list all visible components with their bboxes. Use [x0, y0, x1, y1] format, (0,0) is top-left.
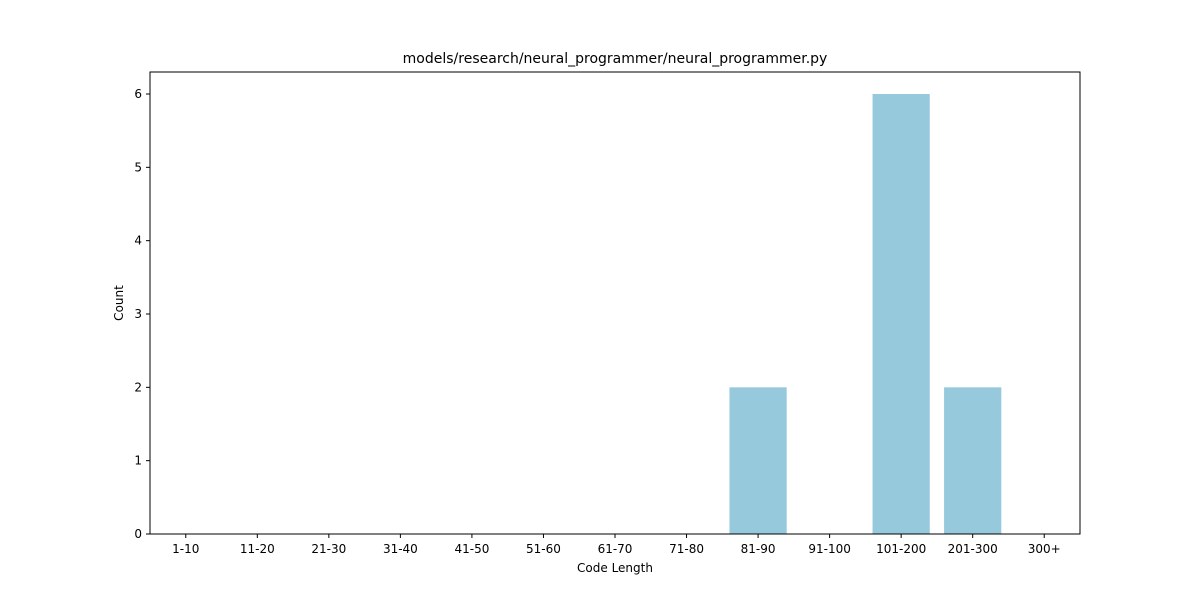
y-tick-label: 5 — [134, 160, 142, 174]
y-tick-label: 1 — [134, 454, 142, 468]
x-tick-label: 11-20 — [240, 542, 275, 556]
bar-81-90 — [729, 387, 787, 534]
x-tick-label: 61-70 — [598, 542, 633, 556]
y-tick-label: 2 — [134, 380, 142, 394]
y-tick-label: 6 — [134, 87, 142, 101]
bar-201-300 — [944, 387, 1002, 534]
x-tick-label: 101-200 — [876, 542, 926, 556]
x-axis-label: Code Length — [577, 561, 653, 575]
y-tick-label: 4 — [134, 234, 142, 248]
x-tick-label: 31-40 — [383, 542, 418, 556]
x-tick-label: 300+ — [1028, 542, 1061, 556]
y-axis-label: Count — [112, 285, 126, 321]
x-tick-label: 81-90 — [741, 542, 776, 556]
y-tick-label: 0 — [134, 527, 142, 541]
x-tick-label: 41-50 — [454, 542, 489, 556]
x-tick-label: 51-60 — [526, 542, 561, 556]
x-tick-label: 91-100 — [808, 542, 851, 556]
x-axis: 1-10 11-20 21-30 31-40 41-50 51-60 61-70 71-80 8… — [172, 534, 1061, 556]
chart-title: models/research/neural_programmer/neural… — [403, 51, 828, 67]
y-axis: 0 1 2 3 4 5 6 — [134, 87, 150, 541]
x-tick-label: 21-30 — [311, 542, 346, 556]
plot-area-frame — [149, 71, 1081, 535]
x-tick-label: 201-300 — [948, 542, 998, 556]
bars-layer — [729, 94, 1002, 534]
bar-101-200 — [872, 94, 930, 534]
x-tick-label: 1-10 — [172, 542, 199, 556]
x-tick-label: 71-80 — [669, 542, 704, 556]
y-tick-label: 3 — [134, 307, 142, 321]
